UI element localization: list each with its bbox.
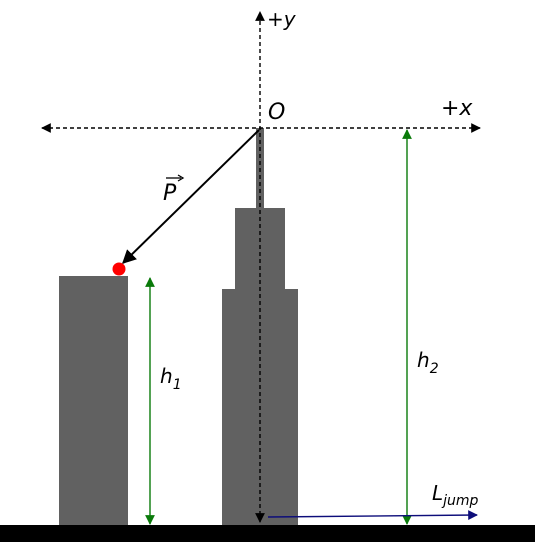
ljump-label-sub: jump: [441, 493, 478, 509]
ljump-arrow: [267, 510, 478, 520]
vector-p-label: P: [163, 181, 177, 206]
h1-label-base: h: [160, 364, 173, 388]
h2-label-sub: 2: [430, 361, 439, 377]
ljump-label-base: L: [432, 481, 443, 505]
h2-label: h2: [417, 348, 439, 377]
origin-label: O: [268, 100, 285, 125]
h1-label: h1: [160, 364, 182, 393]
ground: [0, 525, 535, 542]
h1-label-sub: 1: [173, 377, 182, 393]
jump-point: [112, 262, 126, 276]
vector-p-arrow: [121, 129, 260, 264]
vector-p-overarrow: [166, 174, 185, 182]
plus-x-label: +x: [441, 96, 473, 121]
ljump-label: Ljump: [432, 481, 479, 509]
left-building: [59, 276, 128, 525]
plus-y-label: +y: [267, 7, 297, 31]
h2-label-base: h: [417, 348, 430, 372]
